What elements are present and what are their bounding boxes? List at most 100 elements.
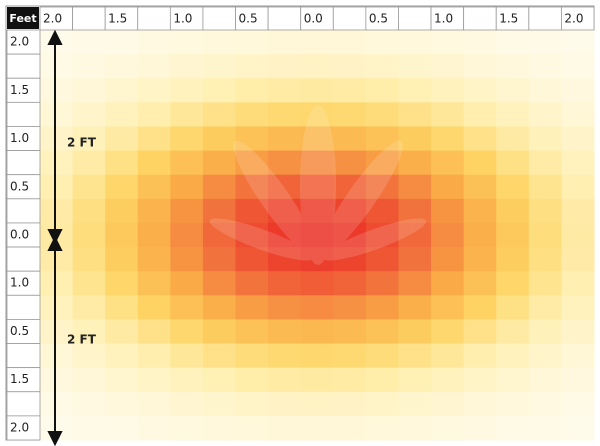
heat-cell — [72, 174, 106, 200]
heat-cell — [496, 102, 530, 127]
heat-cell — [365, 367, 399, 393]
heat-cell — [268, 78, 302, 103]
heat-cell — [300, 247, 334, 272]
heat-cell — [398, 343, 432, 369]
heat-cell — [398, 174, 432, 200]
heat-cell — [431, 102, 465, 127]
heat-cell — [235, 222, 269, 248]
heat-cell — [72, 295, 106, 320]
heat-cell — [137, 343, 171, 369]
heat-cell — [496, 271, 530, 296]
heat-cell — [365, 415, 399, 441]
top-label: 2.0 — [43, 12, 62, 26]
heat-cell — [202, 319, 237, 345]
heat-cell — [202, 174, 237, 200]
heat-cell — [431, 198, 465, 224]
heat-cell — [333, 150, 367, 176]
heat-cell — [333, 174, 367, 200]
heat-cell — [463, 271, 497, 296]
heat-cell — [202, 247, 237, 272]
heat-cell — [431, 295, 465, 320]
heat-cell — [137, 271, 171, 296]
heat-cell — [40, 343, 74, 369]
dimension-label: 2 FT — [67, 333, 97, 347]
heat-cell — [496, 415, 530, 441]
heat-cell — [268, 415, 302, 441]
heat-cell — [105, 367, 139, 393]
heat-cell — [268, 271, 302, 296]
heat-cell — [170, 222, 204, 248]
heat-cell — [333, 415, 367, 441]
heat-cell — [105, 30, 139, 55]
left-label: 2.0 — [10, 35, 29, 49]
heat-cell — [137, 222, 171, 248]
heat-cell — [496, 367, 530, 393]
heat-cell — [72, 367, 106, 393]
leaf-watermark — [209, 105, 427, 265]
heat-cell — [40, 319, 74, 345]
heat-cell — [40, 391, 74, 417]
heat-cell — [40, 78, 74, 103]
heat-cell — [300, 343, 334, 369]
heat-cell — [463, 391, 497, 417]
heat-cell — [300, 222, 334, 248]
heat-cell — [202, 150, 237, 176]
heat-cell — [496, 391, 530, 417]
row-header-cell — [6, 150, 41, 176]
header-cell — [528, 6, 562, 31]
heat-cell — [528, 126, 562, 152]
heat-cell — [202, 54, 237, 79]
heat-cell — [137, 367, 171, 393]
heat-cell — [72, 319, 106, 345]
heat-cell — [561, 174, 595, 200]
heat-cell — [300, 198, 334, 224]
row-header-cell — [6, 270, 41, 296]
heat-cell — [431, 30, 465, 55]
heat-cell — [300, 150, 334, 176]
row-header-cell — [6, 343, 41, 369]
heat-cell — [105, 102, 139, 127]
heat-cell — [561, 391, 595, 417]
header-cell — [202, 6, 236, 31]
heat-cell — [72, 391, 106, 417]
heat-cell — [235, 415, 269, 441]
heat-cell — [561, 222, 595, 248]
heat-cell — [137, 295, 171, 320]
heat-cell — [40, 198, 74, 224]
row-header-cell — [6, 415, 41, 441]
heat-cell — [365, 295, 399, 320]
heat-cell — [300, 174, 334, 200]
heat-cell — [528, 30, 562, 55]
heat-cell — [333, 78, 367, 103]
heat-cell — [72, 54, 106, 79]
heat-cell — [463, 30, 497, 55]
header-cell — [332, 6, 367, 31]
heat-cell — [300, 30, 334, 55]
heat-cell — [235, 295, 269, 320]
heat-cell — [528, 247, 562, 272]
left-label: 1.5 — [10, 372, 29, 386]
heat-cell — [463, 319, 497, 345]
heat-cell — [365, 319, 399, 345]
heat-cell — [268, 174, 302, 200]
heat-cell — [561, 198, 595, 224]
top-label: 0.5 — [239, 12, 258, 26]
heat-cell — [496, 174, 530, 200]
heat-cell — [105, 391, 139, 417]
heat-cell — [333, 102, 367, 127]
heat-cell — [528, 102, 562, 127]
heat-cell — [333, 271, 367, 296]
row-header-cell — [6, 391, 41, 417]
heat-cell — [496, 150, 530, 176]
left-label: 1.5 — [10, 83, 29, 97]
header-cell — [137, 6, 171, 31]
heat-cell — [72, 198, 106, 224]
row-header-cell — [6, 29, 41, 55]
heat-cell — [300, 367, 334, 393]
heat-cell — [72, 415, 106, 441]
heat-cell — [235, 174, 269, 200]
heat-cell — [72, 247, 106, 272]
heat-cell — [561, 415, 595, 441]
heat-cell — [170, 415, 204, 441]
